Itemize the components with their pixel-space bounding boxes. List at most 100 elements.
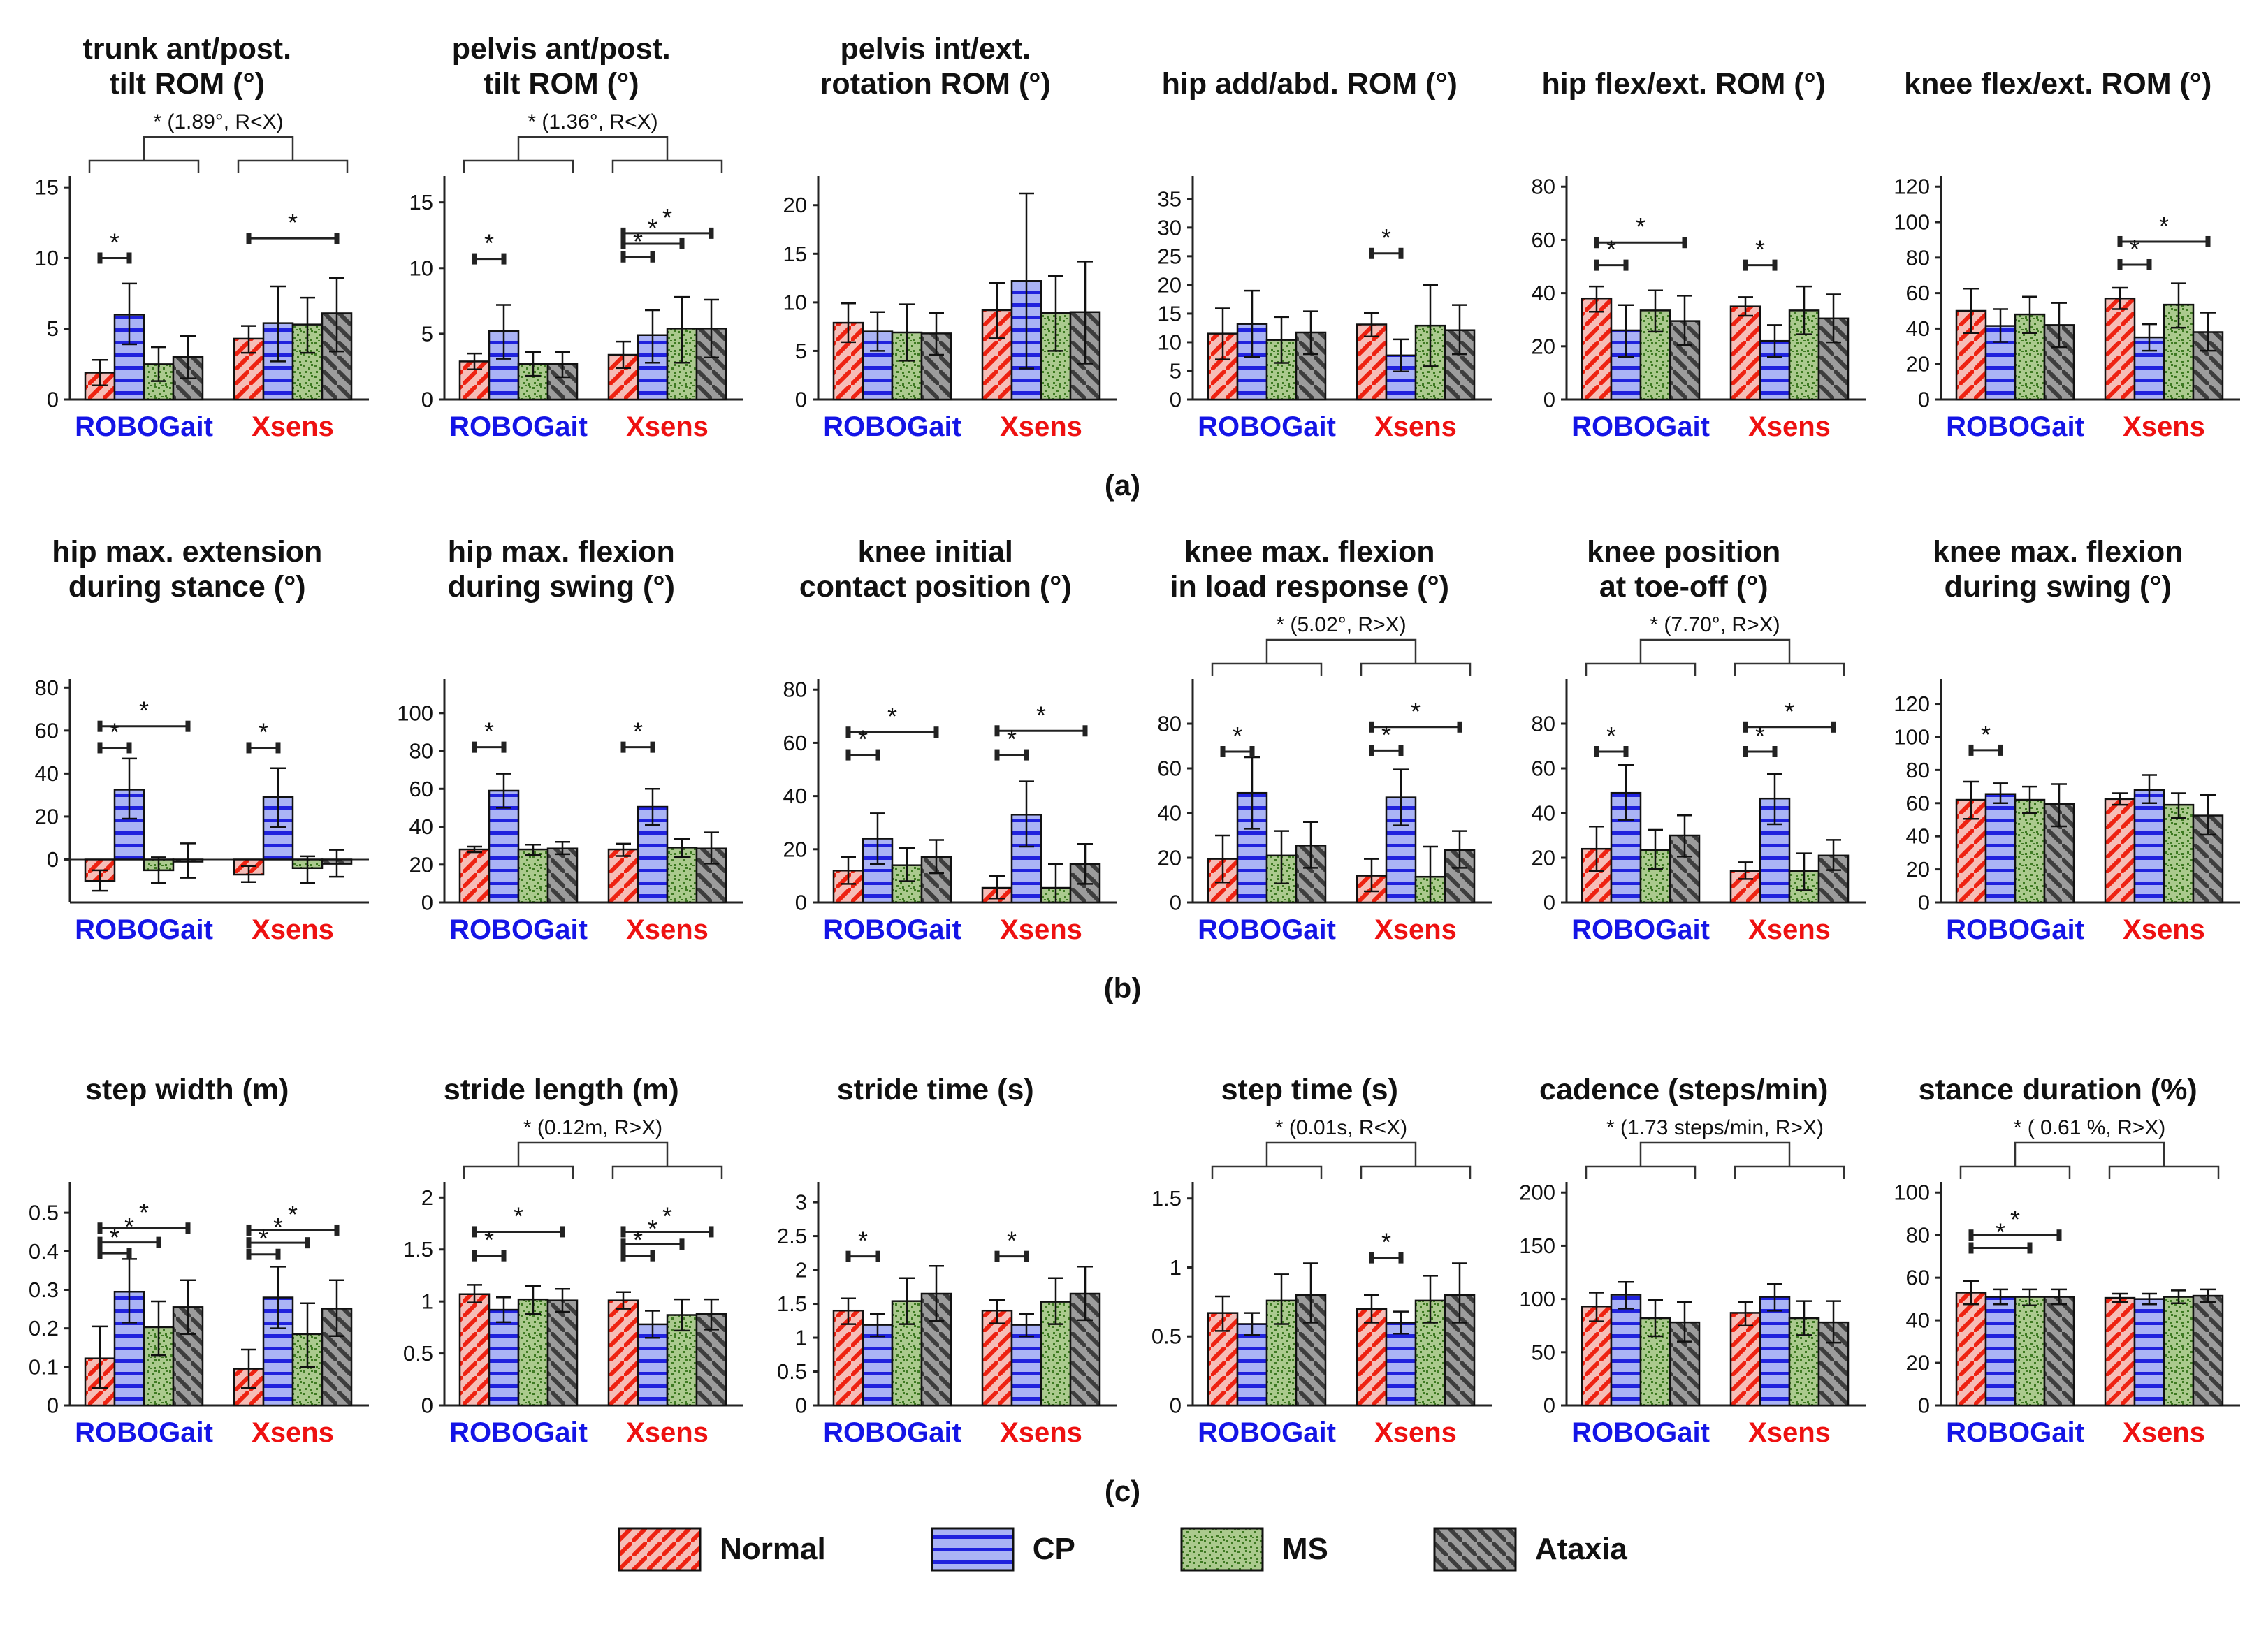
error-bar [870,311,886,352]
group-label-robogait: ROBOGait [1198,411,1336,442]
significance-star: * [139,1198,149,1227]
error-bar [1589,285,1605,313]
significance-marker: * [620,1226,655,1262]
bar-robogait-ataxia [1669,1321,1701,1407]
significance-marker: * [1369,720,1404,756]
y-tick-label: 0.2 [29,1316,59,1340]
error-bar [2021,295,2037,335]
error-bar [1302,310,1318,356]
chart-pelvis-ant-post-tilt-rom: pelvis ant/post. tilt ROM (°) 0 5 10 15 * * * * * … [375,6,748,462]
bar-xsens-normal [2104,1296,2135,1407]
group-effect-bracket: * (1.73 steps/min, R>X) [1585,1116,1845,1179]
x-group-labels: ROBOGait Xsens [75,411,334,442]
x-group-labels: ROBOGait Xsens [449,1417,709,1448]
group-label-robogait: ROBOGait [75,411,213,442]
significance-marker: * [97,228,132,264]
group-effect-bracket: * (0.12m, R>X) [463,1116,722,1179]
chart-step-time-s: step time (s) 0 0.5 1 1.5 * * (0.01s, R<X) ROBO… [1123,1011,1497,1468]
group-label-robogait: ROBOGait [1571,1417,1710,1448]
group-label-robogait: ROBOGait [823,1417,961,1448]
chart-title: stride length (m) [443,1073,679,1107]
error-bar [1826,1300,1842,1344]
group-label-xsens: Xsens [1374,914,1457,945]
significance-marker: * [1594,235,1629,271]
bar-robogait-normal [1581,297,1613,401]
chart-title: stance duration (%) [1918,1073,2197,1107]
bar-xsens-cp [1385,1322,1416,1407]
chart-knee-max-flexion-during-swing: knee max. flexion during swing (°) 0 20 40 60… [1871,509,2245,965]
significance-marker: * [2117,212,2211,247]
chart-title: knee max. flexion in load response (°) [1170,534,1449,604]
y-tick-label: 120 [1894,692,1930,716]
error-bar [270,285,286,363]
error-bar [674,838,690,858]
significance-star: * [1381,224,1391,252]
bar-xsens-normal [607,848,639,904]
error-bar [1963,1280,1979,1306]
y-tick-label: 1 [795,1326,807,1350]
error-bar [1048,275,1064,352]
significance-star: * [110,228,119,256]
group-label-robogait: ROBOGait [1198,914,1336,945]
error-bar [241,1348,257,1389]
chart-knee-position-at-toe-off: knee position at toe-off (°) 0 20 40 60 80 * * * *… [1497,509,1870,965]
error-bar [300,1302,316,1368]
error-bar [495,1296,511,1324]
y-tick-label: 2.5 [777,1224,807,1248]
group-label-robogait: ROBOGait [1571,914,1710,945]
chart-row-a: trunk ant/post. tilt ROM (°) 0 5 10 15 * * * (1.… [0,6,2245,462]
error-bar [2141,774,2157,805]
significance-star: * [1755,235,1765,264]
y-tick-label: 0.5 [777,1359,807,1384]
bar-robogait-cp [1984,793,2016,904]
bar-xsens-normal [982,1309,1013,1407]
error-bar [644,1310,660,1339]
effect-annotation: * (0.01s, R<X) [1275,1116,1407,1139]
chart-hip-max-flexion-during-swing: hip max. flexion during swing (°) 0 20 40 60 8… [375,509,748,965]
significance-marker: * [97,1223,132,1259]
y-tick-label: 5 [421,321,433,346]
error-bar [122,1258,138,1324]
y-tick-label: 2 [421,1185,433,1210]
error-bar [241,865,257,884]
error-bar [1048,863,1064,904]
error-bar [1077,1265,1094,1322]
chart-svg: 0 5 10 15 20 ROBOGait Xsens [783,176,1118,442]
y-tick-label: 0 [1170,1394,1182,1418]
significance-star: * [259,717,268,746]
error-bar [1451,1262,1467,1324]
group-label-robogait: ROBOGait [449,411,588,442]
significance-star: * [288,1200,298,1229]
y-tick-label: 1 [1170,1255,1182,1280]
significance-star: * [1785,697,1794,726]
error-bar [1451,304,1467,356]
error-bar [270,1266,286,1329]
group-effect-bracket: * (7.70°, R>X) [1585,613,1845,676]
error-bar [1767,1283,1783,1312]
effect-annotation: * (1.36°, R<X) [528,110,657,133]
chart-cadence-steps-min: cadence (steps/min) 0 50 100 150 200 * (1.73 s… [1497,1011,1870,1468]
error-bar [2141,323,2157,352]
significance-marker: * [845,702,939,738]
group-label-robogait: ROBOGait [75,1417,213,1448]
significance-star: * [2130,235,2139,263]
chart-title: pelvis ant/post. tilt ROM (°) [451,31,671,101]
significance-star: * [484,229,494,258]
significance-star: * [662,203,672,232]
chart-title: stride time (s) [836,1073,1034,1107]
error-bar [1393,1310,1409,1335]
error-bar [703,1298,719,1331]
significance-star: * [139,696,149,725]
error-bar [1302,821,1318,869]
group-effect-bracket: * (1.89°, R<X) [89,110,349,173]
error-bar [300,855,316,884]
significance-marker: * [1968,720,2003,756]
error-bar [1244,289,1260,358]
significance-marker: * [246,1200,340,1236]
error-bar [525,844,541,856]
group-label-xsens: Xsens [252,1417,334,1448]
error-bar [1273,316,1289,364]
significance-marker: * [620,1201,714,1238]
significance-marker: * [620,214,685,249]
group-label-robogait: ROBOGait [1946,1417,2084,1448]
